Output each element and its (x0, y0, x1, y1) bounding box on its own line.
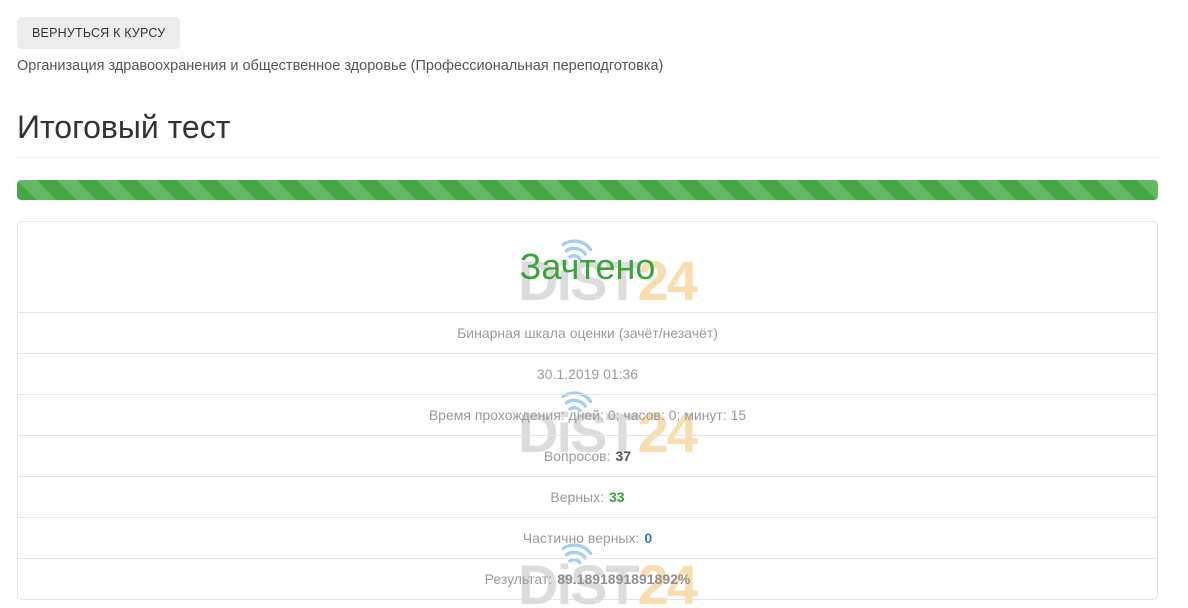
status-text: Зачтено (519, 246, 656, 287)
result-value: 89.1891891891892% (557, 571, 691, 587)
date-row: 30.1.2019 01:36 (18, 353, 1157, 394)
page-title: Итоговый тест (17, 110, 1158, 158)
correct-row: Верных: 33 (18, 476, 1157, 517)
correct-label: Верных: (550, 489, 604, 505)
progress-bar-fill (17, 180, 1158, 200)
questions-row: Вопросов: 37 (18, 435, 1157, 476)
result-row: Результат: 89.1891891891892% (18, 558, 1157, 599)
status-row: Зачтено (18, 222, 1157, 312)
return-to-course-button[interactable]: ВЕРНУТЬСЯ К КУРСУ (17, 17, 181, 49)
date-text: 30.1.2019 01:36 (536, 366, 639, 382)
duration-row: Время прохождения: дней: 0; часов: 0; ми… (18, 394, 1157, 435)
correct-value: 33 (609, 489, 625, 505)
results-table: DiST24 DiST24 DiST24 (17, 221, 1158, 608)
course-title: Организация здравоохранения и общественн… (17, 58, 664, 74)
grade-scale-row: Бинарная шкала оценки (зачёт/незачёт) (18, 312, 1157, 353)
questions-label: Вопросов: (543, 448, 611, 464)
grade-scale-text: Бинарная шкала оценки (зачёт/незачёт) (457, 325, 718, 341)
progress-bar (17, 180, 1158, 200)
questions-value: 37 (615, 448, 632, 464)
duration-text: Время прохождения: дней: 0; часов: 0; ми… (428, 407, 747, 423)
partially-correct-row: Частично верных: 0 (18, 517, 1157, 558)
partially-correct-value: 0 (644, 530, 653, 546)
result-label: Результат: (484, 571, 553, 587)
partially-correct-label: Частично верных: (522, 530, 640, 546)
